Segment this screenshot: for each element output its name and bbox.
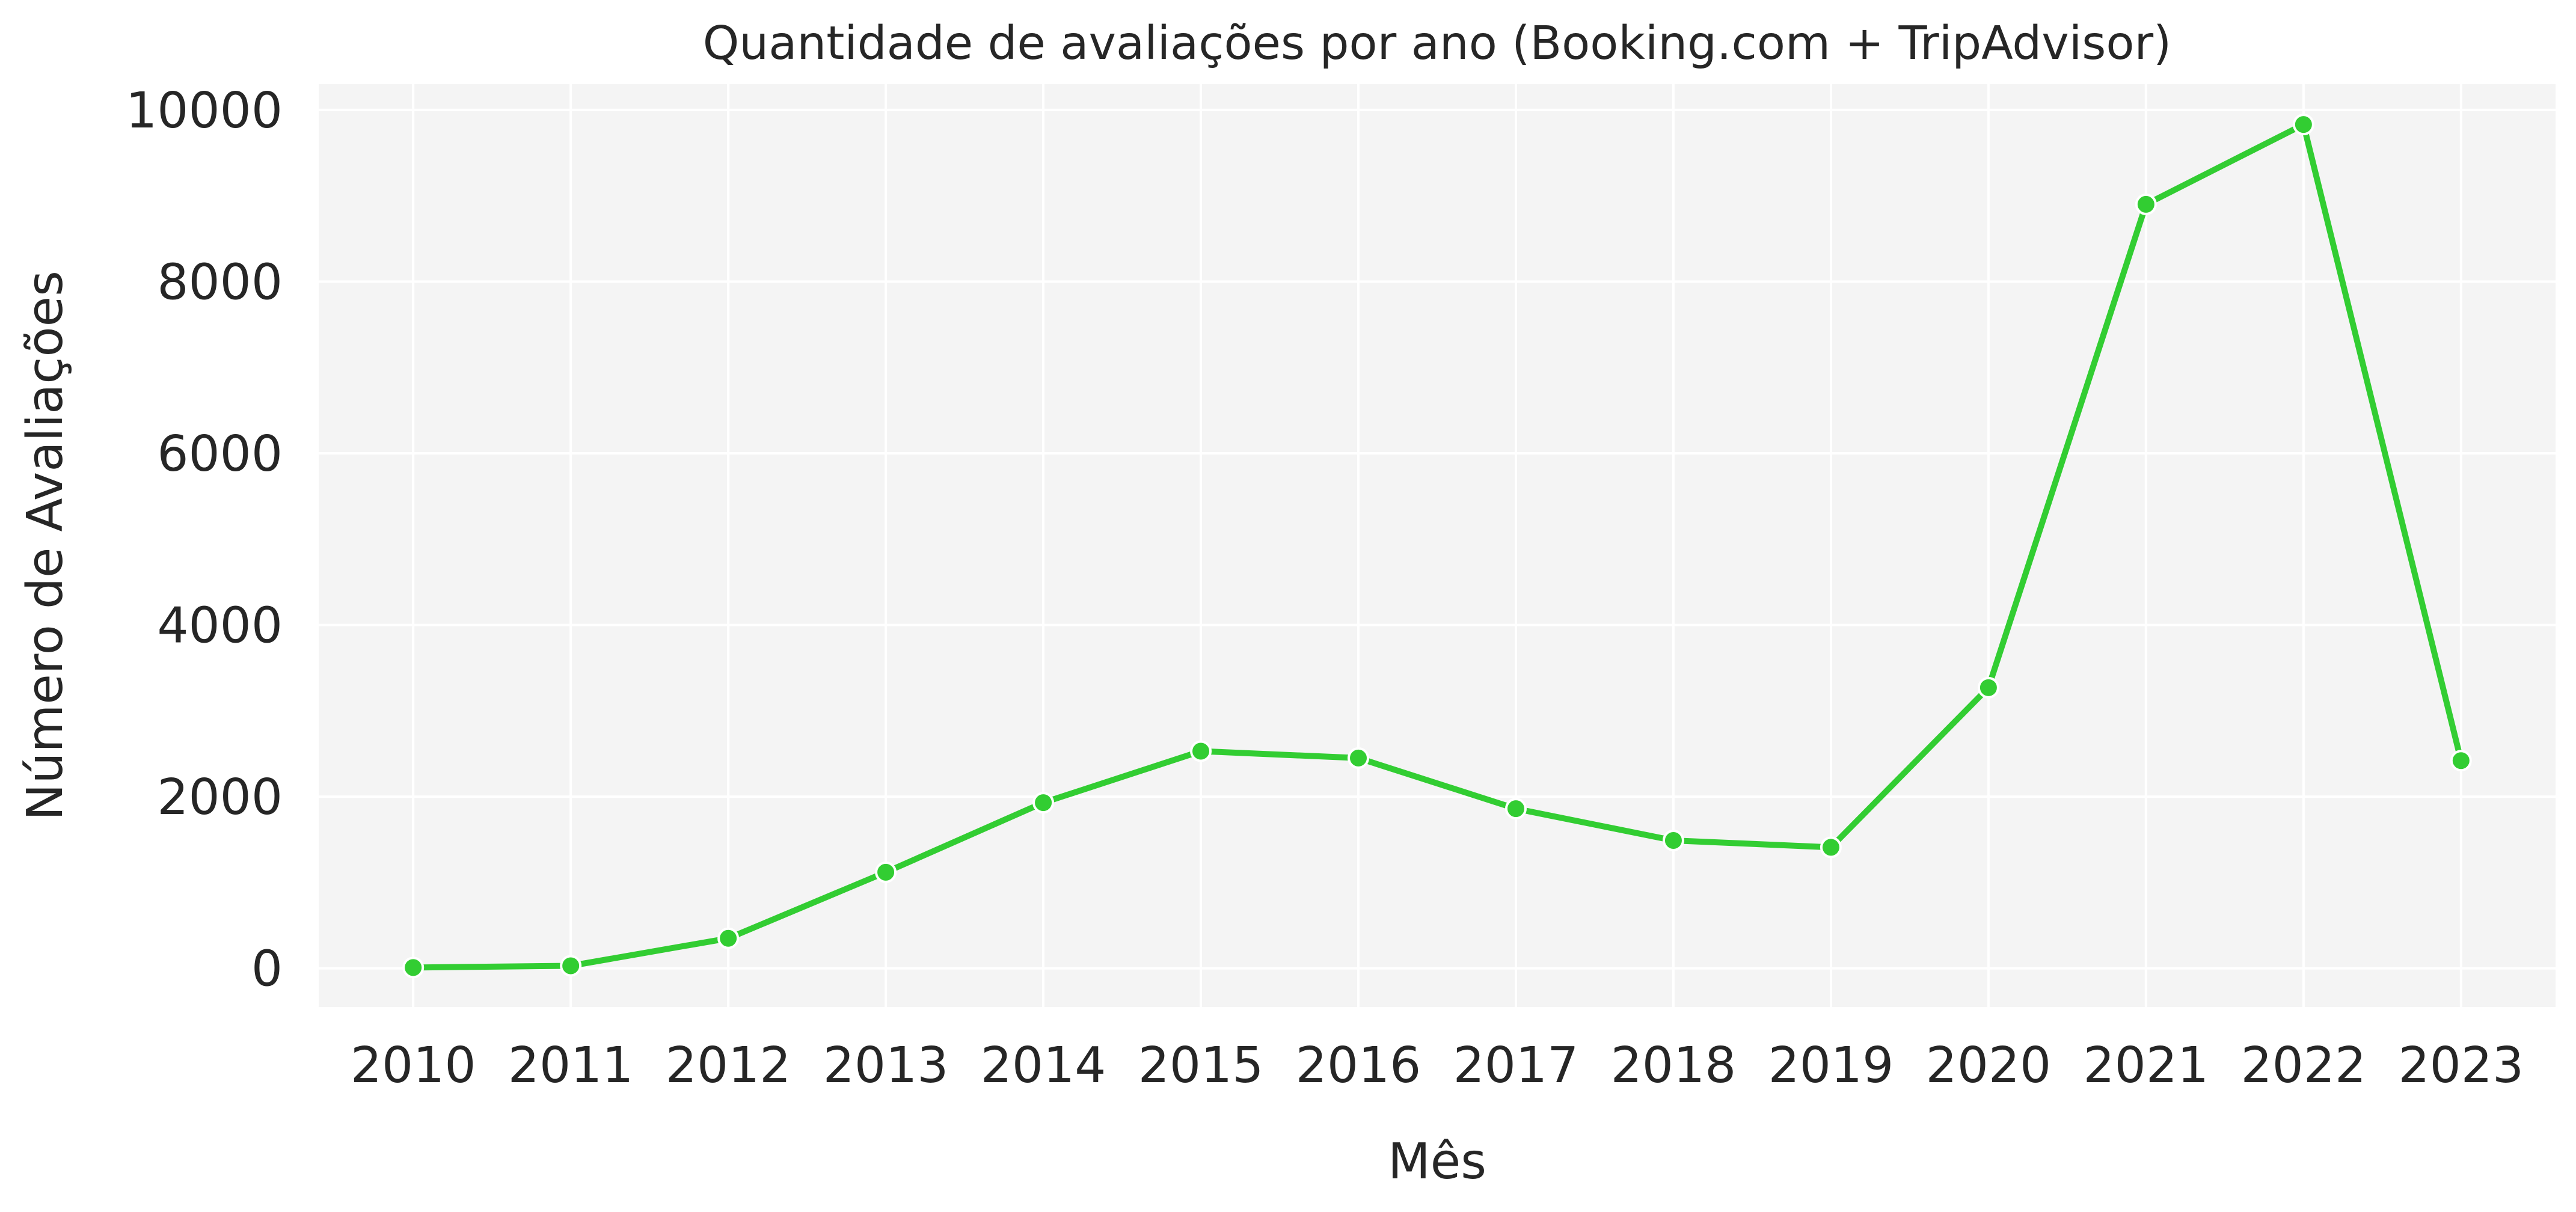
- x-tick-labels: 2010 2011 2012 2013 2014 2015 2016 2017 2018 2019…: [351, 1037, 2524, 1094]
- x-tick-label: 2015: [1138, 1037, 1264, 1094]
- series-line-layer: [410, 121, 2464, 971]
- data-point: [1504, 798, 1527, 820]
- x-tick-label: 2013: [823, 1037, 949, 1094]
- x-tick-label: 2023: [2398, 1037, 2524, 1094]
- data-point: [1977, 676, 1999, 699]
- x-tick-label: 2019: [1768, 1037, 1894, 1094]
- y-tick-label: 8000: [157, 254, 283, 311]
- series-line: [410, 121, 2464, 971]
- x-tick-label: 2021: [2084, 1037, 2209, 1094]
- data-point: [1820, 836, 1842, 858]
- x-tick-label: 2012: [666, 1037, 791, 1094]
- data-points: [402, 114, 2472, 979]
- data-point: [1348, 747, 1370, 769]
- data-point: [2292, 114, 2314, 136]
- x-tick-label: 2011: [508, 1037, 634, 1094]
- data-point: [2135, 193, 2157, 215]
- x-tick-label: 2017: [1453, 1037, 1579, 1094]
- x-tick-label: 2022: [2241, 1037, 2367, 1094]
- data-point: [875, 861, 897, 883]
- plot-area: [319, 84, 2556, 1007]
- x-tick-label: 2010: [351, 1037, 476, 1094]
- x-tick-label: 2020: [1926, 1037, 2052, 1094]
- y-tick-labels: 0 2000 4000 6000 8000 10000: [126, 82, 283, 998]
- x-tick-label: 2016: [1296, 1037, 1421, 1094]
- y-tick-label: 4000: [157, 598, 283, 655]
- y-tick-label: 6000: [157, 426, 283, 483]
- chart-title: Quantidade de avaliações por ano (Bookin…: [703, 17, 2171, 70]
- y-tick-label: 2000: [157, 769, 283, 826]
- data-point: [560, 955, 582, 977]
- x-tick-label: 2018: [1611, 1037, 1737, 1094]
- data-point: [717, 927, 740, 949]
- x-tick-label: 2014: [981, 1037, 1106, 1094]
- y-axis-label: Número de Avaliações: [17, 271, 74, 821]
- data-point: [2450, 750, 2472, 772]
- data-point: [1032, 792, 1055, 814]
- data-point: [1662, 829, 1684, 851]
- y-tick-label: 0: [251, 941, 283, 998]
- grid-lines: [319, 84, 2556, 1007]
- x-axis-label: Mês: [1388, 1133, 1486, 1190]
- data-point: [402, 956, 425, 979]
- data-point: [1190, 740, 1212, 762]
- y-tick-label: 10000: [126, 82, 283, 139]
